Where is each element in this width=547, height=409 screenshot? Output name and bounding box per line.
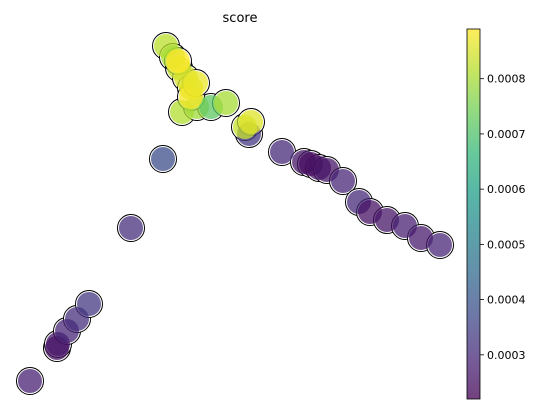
scatter-points [16,32,454,395]
colorbar-tick-label: 0.0003 [487,349,526,362]
scatter-point [239,110,263,134]
scatter-point [151,147,175,171]
colorbar-tick-label: 0.0006 [487,183,526,196]
chart-title: score [223,11,258,26]
colorbar-tick-label: 0.0007 [487,128,526,141]
colorbar-tick-label: 0.0005 [487,238,526,251]
scatter-point [184,71,208,95]
colorbar-ticks: 0.0003 0.0004 0.0005 0.0006 0.0007 0.0008 [480,73,526,362]
scatter-point [214,91,238,115]
colorbar-gradient [466,28,481,400]
scatter-point [119,216,143,240]
scatter-point [409,226,433,250]
scatter-point [331,169,355,193]
colorbar-tick-label: 0.0008 [487,73,526,86]
scatter-point [18,369,42,393]
colorbar: 0.0003 0.0004 0.0005 0.0006 0.0007 0.0008 [466,28,526,400]
scatter-point [270,140,294,164]
scatter-point [77,292,101,316]
scatter-point [428,233,452,257]
colorbar-tick-label: 0.0004 [487,294,526,307]
scatter-point [166,49,190,73]
